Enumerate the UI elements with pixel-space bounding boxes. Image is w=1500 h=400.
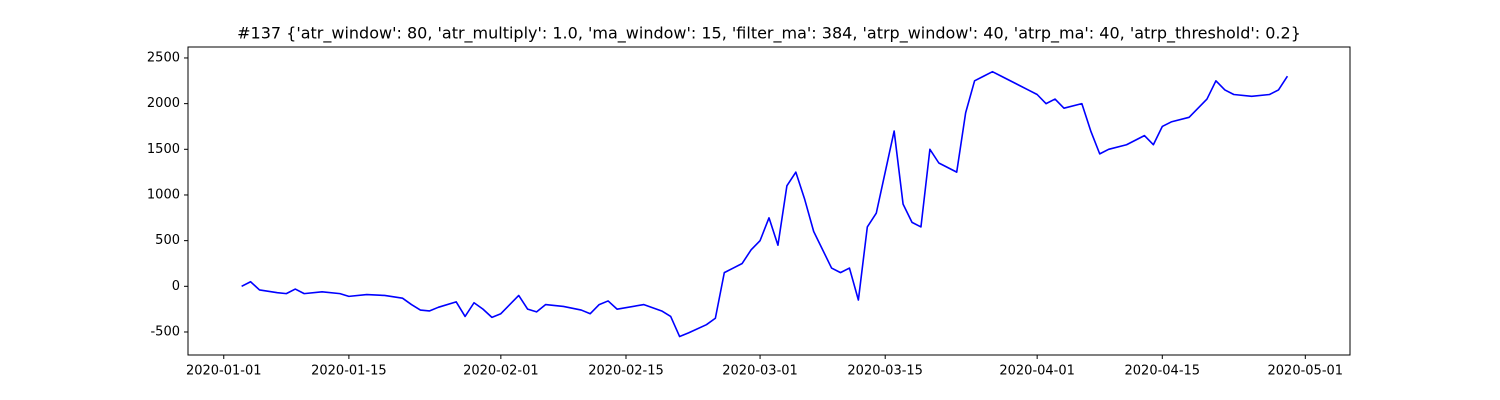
y-tick-label: 2500 <box>147 50 180 65</box>
y-tick-label: 2000 <box>147 96 180 111</box>
x-tick-label: 2020-02-01 <box>463 364 539 379</box>
x-tick-label: 2020-01-15 <box>311 364 387 379</box>
plot-area <box>241 70 1289 338</box>
y-tick-label: -500 <box>150 324 180 339</box>
x-tick-label: 2020-05-01 <box>1268 364 1344 379</box>
y-tick-label: 1000 <box>147 187 180 202</box>
chart-title: #137 {'atr_window': 80, 'atr_multiply': … <box>237 24 1301 44</box>
y-tick-label: 0 <box>172 279 180 294</box>
x-tick-label: 2020-04-15 <box>1125 364 1201 379</box>
x-tick-label: 2020-03-01 <box>722 364 798 379</box>
y-tick-label: 1500 <box>147 142 180 157</box>
axes-frame <box>187 46 1351 356</box>
x-tick-label: 2020-03-15 <box>847 364 923 379</box>
line-series <box>241 70 1289 338</box>
y-tick-label: 500 <box>155 233 180 248</box>
x-tick-label: 2020-04-01 <box>999 364 1075 379</box>
x-tick-label: 2020-02-15 <box>588 364 664 379</box>
x-tick-label: 2020-01-01 <box>186 364 262 379</box>
